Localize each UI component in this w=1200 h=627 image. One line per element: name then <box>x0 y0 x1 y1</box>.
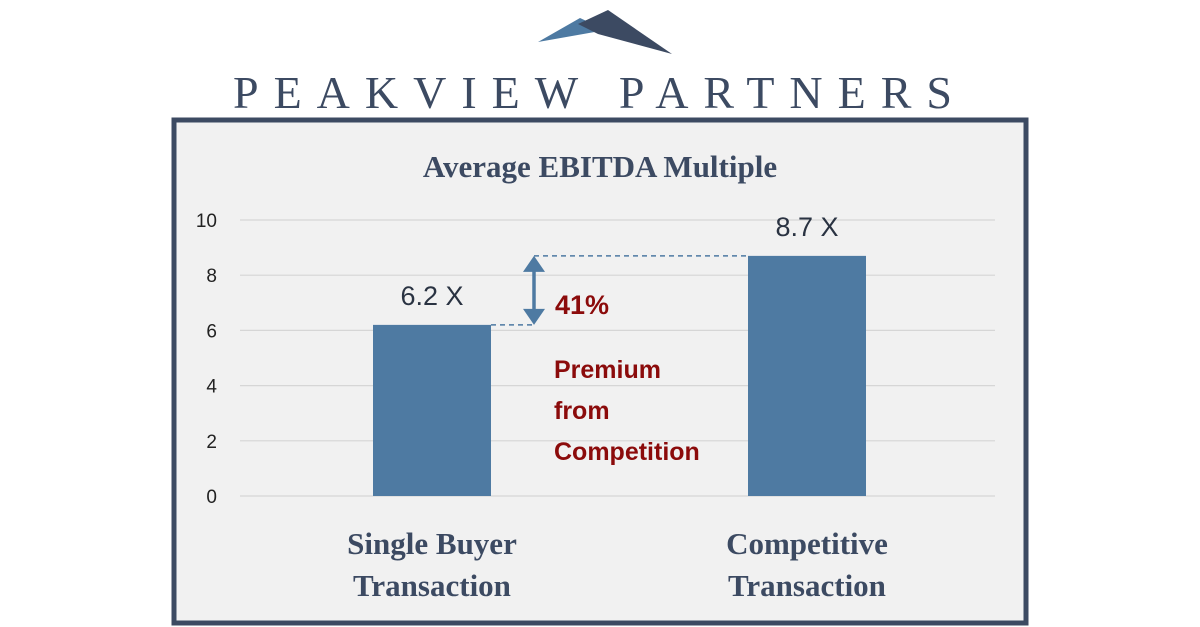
brand-name: PEAKVIEW PARTNERS <box>233 67 967 118</box>
category-label-1-line-1: Single Buyer <box>347 526 517 561</box>
chart-panel <box>171 117 1029 626</box>
premium-text-line-1: Premium <box>554 356 661 384</box>
y-tick-label-10: 10 <box>196 211 217 232</box>
y-tick-label-6: 6 <box>206 321 217 342</box>
peakview-partners-logo: PEAKVIEW PARTNERS <box>233 10 967 118</box>
premium-percent: 41% <box>555 290 609 320</box>
category-label-2-line-2: Transaction <box>728 568 886 603</box>
arrow-up-icon <box>523 255 545 272</box>
bars <box>373 255 866 496</box>
mountain-logo-icon <box>538 10 672 54</box>
y-tick-label-8: 8 <box>206 266 217 287</box>
bar-value-label-1: 6.2 X <box>400 281 463 311</box>
y-axis-ticks: 0 2 4 6 8 10 <box>196 211 218 508</box>
y-tick-label-4: 4 <box>206 377 217 398</box>
chart-title: Average EBITDA Multiple <box>423 149 777 184</box>
y-tick-label-2: 2 <box>206 432 217 453</box>
gridlines <box>240 219 995 497</box>
premium-text-line-2: from <box>554 397 610 425</box>
premium-annotation: 41% Premium from Competition <box>491 255 748 466</box>
premium-text-line-3: Competition <box>554 438 700 466</box>
category-labels: Single Buyer Transaction Competitive Transa… <box>347 526 888 603</box>
y-tick-label-0: 0 <box>206 487 217 508</box>
bar-1 <box>373 324 491 496</box>
data-labels: 6.2 X 8.7 X <box>400 212 838 311</box>
bar-value-label-2: 8.7 X <box>775 212 838 242</box>
category-label-2-line-1: Competitive <box>726 526 888 561</box>
arrow-down-icon <box>523 308 545 325</box>
category-label-1-line-2: Transaction <box>353 568 511 603</box>
bar-2 <box>748 255 866 496</box>
